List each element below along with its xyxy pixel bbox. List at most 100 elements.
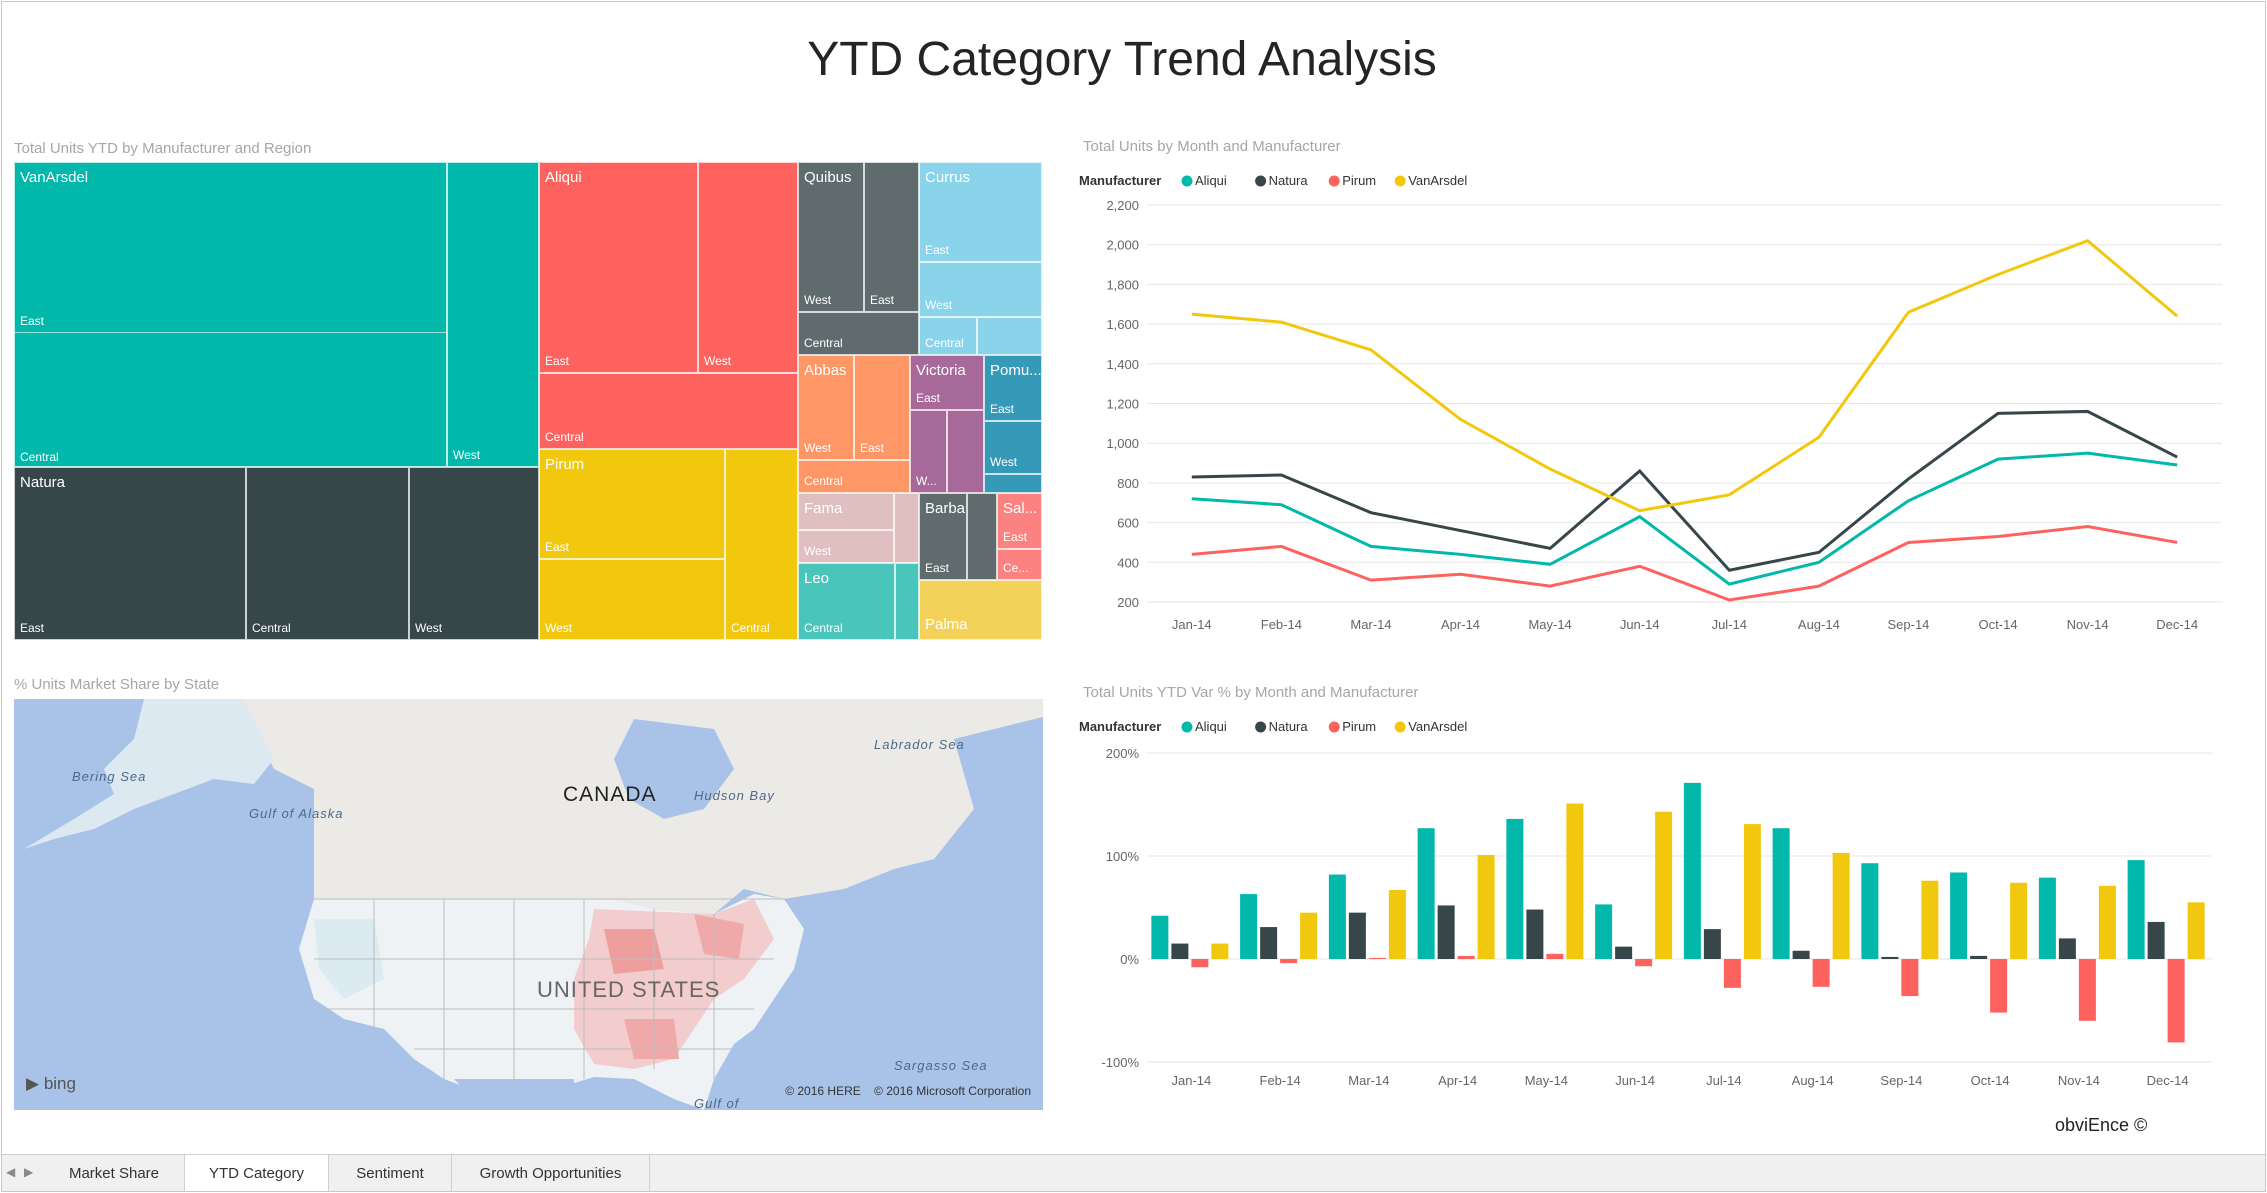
treemap-tile-pirum-west[interactable]: West bbox=[539, 559, 725, 640]
bar-aliqui bbox=[1417, 828, 1435, 959]
treemap-tile-pomu-west[interactable]: West bbox=[984, 421, 1042, 474]
canada-south-land bbox=[314, 724, 974, 914]
map-title: % Units Market Share by State bbox=[14, 676, 220, 693]
treemap-tile-fama[interactable]: Fama bbox=[798, 493, 894, 530]
bar-natura bbox=[1437, 905, 1455, 959]
bar-vanarsdel bbox=[1655, 811, 1673, 959]
tile-region[interactable]: East bbox=[15, 163, 448, 333]
y-tick-label: -100% bbox=[1101, 1055, 1139, 1070]
us-hotspot-1 bbox=[604, 929, 664, 974]
tile-region[interactable]: Central bbox=[20, 450, 59, 464]
treemap-tile-vanarsdel-west[interactable]: West bbox=[447, 162, 539, 467]
bar-pirum bbox=[1191, 959, 1209, 968]
map-visual[interactable]: Bering Sea Gulf of Alaska Hudson Bay Lab… bbox=[14, 699, 1043, 1110]
treemap-tile-natura[interactable]: Natura East bbox=[14, 467, 246, 640]
map-label-sargasso: Sargasso Sea bbox=[894, 1058, 988, 1073]
treemap-tile-sal-east[interactable]: Sal... East bbox=[997, 493, 1042, 549]
series-line-natura bbox=[1191, 409, 2178, 572]
bar-vanarsdel bbox=[2010, 882, 2028, 959]
treemap-tile-pomu-east[interactable]: Pomu... East bbox=[984, 355, 1042, 421]
x-tick-label: Jun-14 bbox=[1620, 617, 1660, 632]
bar-aliqui bbox=[1151, 915, 1169, 959]
bar-natura bbox=[1970, 955, 1988, 959]
bar-chart[interactable]: Manufacturer Aliqui Natura Pirum VanArsdel -1… bbox=[1072, 707, 2242, 1107]
treemap-tile-quibus-west[interactable]: Quibus West bbox=[798, 162, 864, 312]
line-chart[interactable]: Manufacturer Aliqui Natura Pirum VanArsdel 20… bbox=[1072, 162, 2242, 642]
x-tick-label: Jul-14 bbox=[1706, 1073, 1741, 1088]
legend-marker-aliqui bbox=[1181, 721, 1193, 733]
legend-marker-natura bbox=[1255, 175, 1267, 187]
treemap-tile-leo[interactable]: Leo Central bbox=[798, 563, 895, 640]
series-line-pirum bbox=[1191, 525, 2178, 602]
treemap-tile-victoria-w[interactable]: W... bbox=[910, 410, 947, 493]
bar-natura bbox=[1348, 912, 1366, 959]
treemap-tile-barba[interactable]: Barba East bbox=[919, 493, 967, 580]
treemap-tile-abbas-west[interactable]: Abbas West bbox=[798, 355, 854, 460]
x-tick-label: Apr-14 bbox=[1438, 1073, 1477, 1088]
bar-natura bbox=[1171, 943, 1189, 959]
legend-item-natura: Natura bbox=[1269, 719, 1309, 734]
x-tick-label: Nov-14 bbox=[2067, 617, 2109, 632]
bar-vanarsdel bbox=[2187, 902, 2205, 959]
watermark: obviEnce © bbox=[2055, 1115, 2148, 1135]
treemap-tile-victoria-other[interactable] bbox=[947, 410, 984, 493]
legend-marker-pirum bbox=[1328, 175, 1340, 187]
bar-vanarsdel bbox=[1832, 852, 1850, 959]
treemap-tile-fama-other[interactable] bbox=[894, 493, 919, 563]
bar-pirum bbox=[1457, 955, 1475, 959]
treemap-tile-aliqui-central[interactable]: Central bbox=[539, 373, 798, 449]
treemap-tile-pirum-east[interactable]: Pirum East bbox=[539, 449, 725, 559]
treemap-tile-abbas-east[interactable]: East bbox=[854, 355, 910, 460]
treemap-tile-currus-east[interactable]: Currus East bbox=[919, 162, 1042, 262]
y-tick-label: 1,800 bbox=[1106, 277, 1139, 292]
bar-natura bbox=[1703, 929, 1721, 959]
treemap-tile-barba-other[interactable] bbox=[967, 493, 997, 580]
treemap-tile-victoria-east[interactable]: Victoria East bbox=[910, 355, 984, 410]
treemap-tile-currus-other[interactable] bbox=[977, 317, 1042, 355]
treemap-tile-pirum-central[interactable]: Central bbox=[725, 449, 798, 640]
y-tick-label: 2,200 bbox=[1106, 198, 1139, 213]
treemap-tile-currus-west[interactable]: West bbox=[919, 262, 1042, 317]
treemap-visual[interactable]: VanArsdel East Central West Natura East … bbox=[14, 162, 1042, 640]
x-tick-label: Jan-14 bbox=[1172, 617, 1212, 632]
bar-natura bbox=[2147, 921, 2165, 959]
bar-pirum bbox=[1368, 957, 1386, 959]
bar-pirum bbox=[1812, 959, 1830, 987]
tab-ytd-category[interactable]: YTD Category bbox=[185, 1155, 329, 1191]
treemap-tile-currus-central[interactable]: Central bbox=[919, 317, 977, 355]
tab-next-icon[interactable]: ▶ bbox=[24, 1165, 34, 1179]
bar-vanarsdel bbox=[2098, 885, 2116, 959]
bar-pirum bbox=[1990, 959, 2008, 1013]
x-tick-label: Dec-14 bbox=[2156, 617, 2198, 632]
treemap-tile-natura-west[interactable]: West bbox=[409, 467, 539, 640]
treemap-tile-natura-central[interactable]: Central bbox=[246, 467, 409, 640]
bar-aliqui bbox=[2127, 860, 2145, 959]
tab-market-share[interactable]: Market Share bbox=[44, 1155, 185, 1191]
treemap-tile-palma[interactable]: Palma bbox=[919, 580, 1042, 640]
bar-aliqui bbox=[1772, 828, 1790, 959]
bar-pirum bbox=[1901, 959, 1919, 997]
map-label-gulf: Gulf of bbox=[694, 1096, 740, 1110]
map-label-canada: CANADA bbox=[563, 783, 657, 806]
treemap-tile-abbas-central[interactable]: Central bbox=[798, 460, 910, 493]
tab-sentiment[interactable]: Sentiment bbox=[329, 1155, 452, 1191]
bar-vanarsdel bbox=[1211, 943, 1229, 959]
treemap-tile-fama-west[interactable]: West bbox=[798, 530, 894, 563]
legend-title: Manufacturer bbox=[1079, 173, 1161, 188]
legend-marker-vanarsdel bbox=[1394, 175, 1406, 187]
treemap-tile-quibus-central[interactable]: Central bbox=[798, 312, 919, 355]
treemap-tile-aliqui-east[interactable]: Aliqui East bbox=[539, 162, 698, 373]
bar-pirum bbox=[1723, 959, 1741, 988]
treemap-tile-aliqui-west[interactable]: West bbox=[698, 162, 798, 373]
treemap-tile-quibus-east[interactable]: East bbox=[864, 162, 919, 312]
treemap-tile-sal-central[interactable]: Ce... bbox=[997, 549, 1042, 580]
bar-aliqui bbox=[1328, 874, 1346, 959]
y-tick-label: 600 bbox=[1117, 516, 1139, 531]
treemap-tile-pomu-other[interactable] bbox=[984, 474, 1042, 493]
treemap-tile-leo-other[interactable] bbox=[895, 563, 919, 640]
bar-natura bbox=[1792, 950, 1810, 959]
tab-growth-opportunities[interactable]: Growth Opportunities bbox=[452, 1155, 650, 1191]
tab-prev-icon[interactable]: ◀ bbox=[6, 1165, 16, 1179]
y-tick-label: 0% bbox=[1120, 952, 1139, 967]
treemap-tile-vanarsdel[interactable]: VanArsdel East Central bbox=[14, 162, 448, 467]
